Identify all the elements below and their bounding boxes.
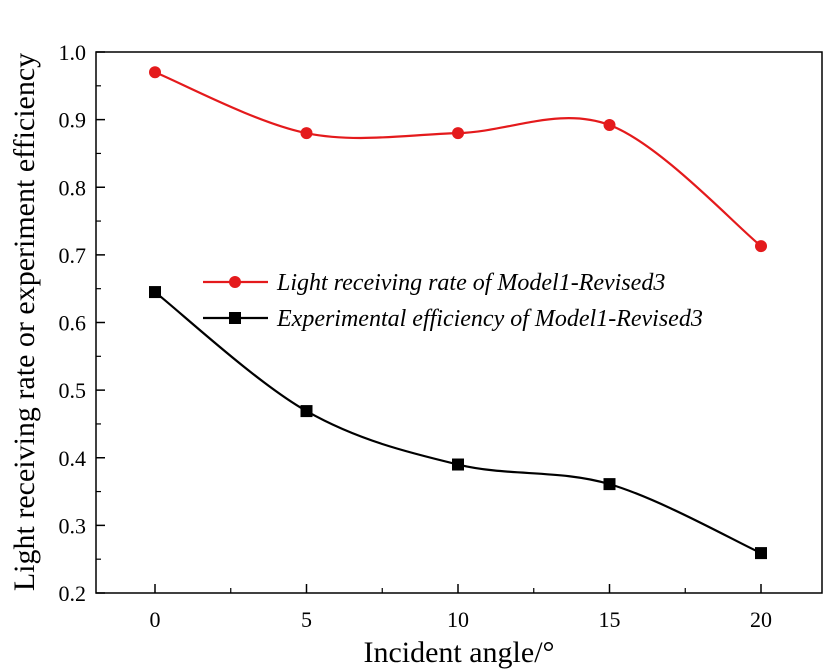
legend-marker: [229, 276, 241, 288]
legend-label: Light receiving rate of Model1-Revised3: [276, 270, 665, 296]
legend-label: Experimental efficiency of Model1-Revise…: [276, 306, 703, 332]
y-tick-label: 0.7: [59, 243, 87, 268]
y-tick-label: 0.2: [59, 581, 87, 606]
x-tick-label: 0: [150, 607, 161, 632]
data-point: [452, 127, 464, 140]
y-tick-label: 0.8: [59, 175, 87, 200]
y-tick-label: 0.5: [59, 378, 87, 403]
axis-ticks: 0 5 10 15 20 0.2 0.3 0.4 0.5 0.6 0.7 0.8 0.9 1.0: [59, 40, 773, 632]
x-tick-label: 5: [301, 607, 312, 632]
y-tick-label: 0.3: [59, 513, 87, 538]
y-tick-label: 1.0: [59, 40, 87, 65]
data-point: [603, 478, 616, 491]
data-point: [452, 458, 464, 471]
x-tick-label: 15: [599, 607, 621, 632]
data-point: [755, 547, 767, 560]
legend: Light receiving rate of Model1-Revised3 E…: [203, 270, 703, 332]
data-point: [149, 286, 161, 299]
x-tick-label: 10: [447, 607, 469, 632]
data-point: [603, 119, 616, 132]
series-group: [149, 66, 767, 560]
data-point: [300, 405, 313, 418]
y-tick-label: 0.9: [59, 108, 87, 133]
data-point: [755, 240, 767, 253]
legend-marker: [229, 312, 241, 324]
y-tick-label: 0.4: [59, 446, 87, 471]
x-axis-title: Incident angle/°: [363, 636, 554, 669]
y-axis-title: Light receiving rate or experiment effic…: [8, 53, 41, 591]
x-tick-label: 20: [750, 607, 772, 632]
data-point: [149, 66, 161, 79]
y-tick-label: 0.6: [59, 311, 87, 336]
data-point: [300, 127, 313, 140]
series-line-1: [154, 71, 762, 247]
